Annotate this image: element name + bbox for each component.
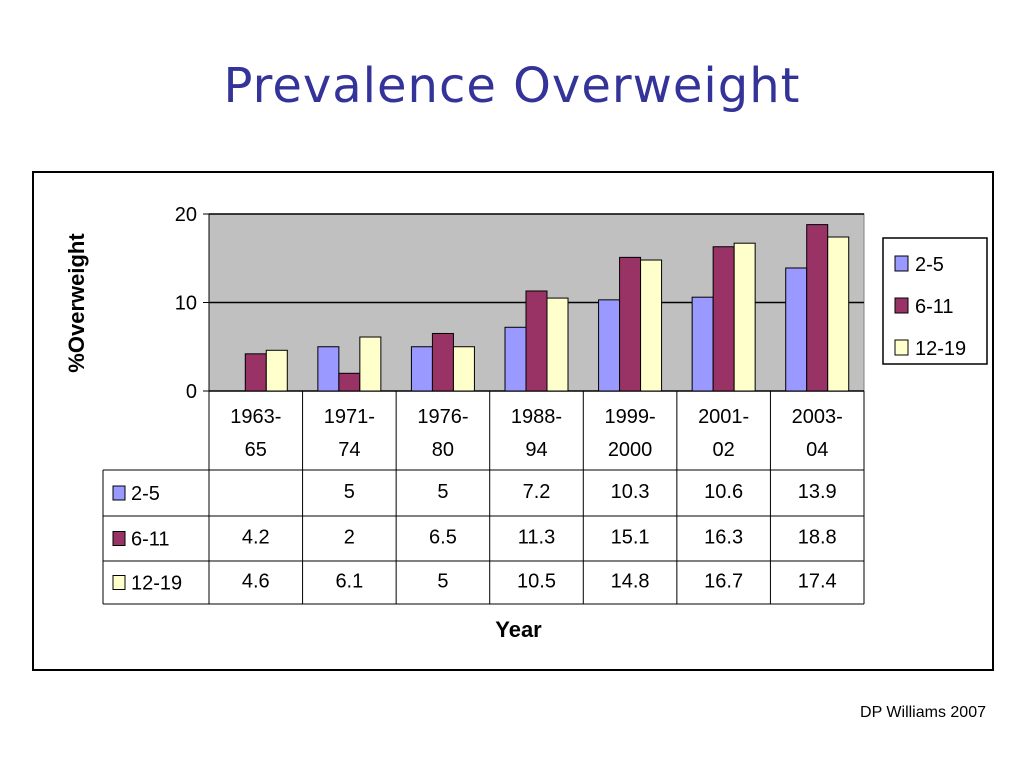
table-cell-value: 5 — [344, 481, 355, 503]
bar-2-5-1 — [317, 346, 340, 392]
bar-6-11-6 — [806, 224, 829, 392]
legend-key-2-5 — [894, 255, 909, 272]
bar-6-11-4 — [619, 256, 642, 392]
category-label-line1: 1988- — [511, 406, 562, 428]
bar-2-5-4 — [598, 299, 621, 392]
bar-12-19-5 — [733, 242, 756, 392]
category-label-line2: 2000 — [608, 439, 653, 461]
category-label-line1: 2001- — [698, 406, 749, 428]
table-cell-value: 5 — [437, 571, 448, 593]
bar-6-11-1 — [338, 372, 361, 392]
table-cell-value: 16.7 — [704, 571, 743, 593]
table-legend-key-2-5 — [112, 485, 126, 501]
category-label-line2: 04 — [806, 439, 828, 461]
table-cell-value: 4.2 — [242, 527, 270, 549]
table-cell-value: 16.3 — [704, 527, 743, 549]
overweight-bar-chart: 0 10 20 %Overweight 1963- 65 1971- 74 1976- 80 198… — [64, 204, 988, 642]
legend-key-6-11 — [894, 297, 909, 314]
table-cell-value: 10.3 — [611, 481, 650, 503]
legend-label: 2-5 — [915, 254, 944, 276]
bar-6-11-0 — [244, 353, 267, 392]
bar-12-19-3 — [546, 297, 569, 392]
table-cell-value: 17.4 — [798, 571, 837, 593]
bar-6-11-2 — [431, 332, 454, 392]
category-label-line1: 2003- — [792, 406, 843, 428]
bar-12-19-1 — [359, 336, 382, 392]
y-tick-label: 0 — [186, 381, 197, 403]
category-label-line2: 02 — [713, 439, 735, 461]
credit-text: DP Williams 2007 — [860, 704, 986, 721]
table-cell-value: 7.2 — [523, 481, 551, 503]
slide-title: Prevalence Overweight — [223, 58, 801, 114]
table-cell-value: 15.1 — [611, 527, 650, 549]
table-cell-value: 18.8 — [798, 527, 837, 549]
category-label-line2: 65 — [245, 439, 267, 461]
table-cell-value: 5 — [437, 481, 448, 503]
bar-6-11-5 — [712, 246, 735, 392]
table-series-label: 6-11 — [131, 529, 170, 551]
category-label-line1: 1999- — [604, 406, 655, 428]
bar-2-5-2 — [410, 346, 433, 392]
table-cell-value: 10.5 — [517, 571, 556, 593]
table-series-label: 12-19 — [131, 573, 182, 595]
legend-label: 6-11 — [915, 296, 954, 318]
table-series-label: 2-5 — [131, 483, 160, 505]
bar-12-19-6 — [827, 236, 850, 392]
bar-2-5-3 — [504, 326, 527, 392]
legend-key-12-19 — [894, 339, 909, 356]
table-cell-value: 2 — [344, 527, 355, 549]
category-label-line2: 94 — [525, 439, 547, 461]
category-label-line2: 74 — [338, 439, 360, 461]
table-cell-value: 10.6 — [704, 481, 743, 503]
table-legend-key-6-11 — [112, 531, 126, 546]
bar-2-5-6 — [785, 267, 808, 392]
table-cell-value: 13.9 — [798, 481, 837, 503]
bar-2-5-5 — [691, 296, 714, 392]
legend-label: 12-19 — [915, 338, 966, 360]
table-cell-value: 6.1 — [335, 571, 363, 593]
table-cell-value: 14.8 — [611, 571, 650, 593]
x-axis-title: Year — [495, 617, 542, 642]
bar-12-19-4 — [640, 259, 663, 392]
category-label-line1: 1971- — [324, 406, 375, 428]
bar-6-11-3 — [525, 290, 548, 392]
y-tick-label: 20 — [175, 204, 197, 226]
category-label-line1: 1976- — [417, 406, 468, 428]
category-label-line2: 80 — [432, 439, 454, 461]
bar-12-19-2 — [452, 346, 475, 392]
y-tick-label: 10 — [175, 293, 197, 315]
table-legend-key-12-19 — [112, 575, 126, 590]
chart-frame: 0 10 20 %Overweight 1963- 65 1971- 74 1976- 80 198… — [32, 171, 994, 671]
bar-12-19-0 — [265, 349, 288, 392]
table-cell-value: 11.3 — [518, 527, 555, 549]
category-label-line1: 1963- — [230, 406, 281, 428]
y-axis-title: %Overweight — [64, 233, 89, 373]
table-cell-value: 4.6 — [242, 571, 270, 593]
table-cell-value: 6.5 — [429, 527, 457, 549]
